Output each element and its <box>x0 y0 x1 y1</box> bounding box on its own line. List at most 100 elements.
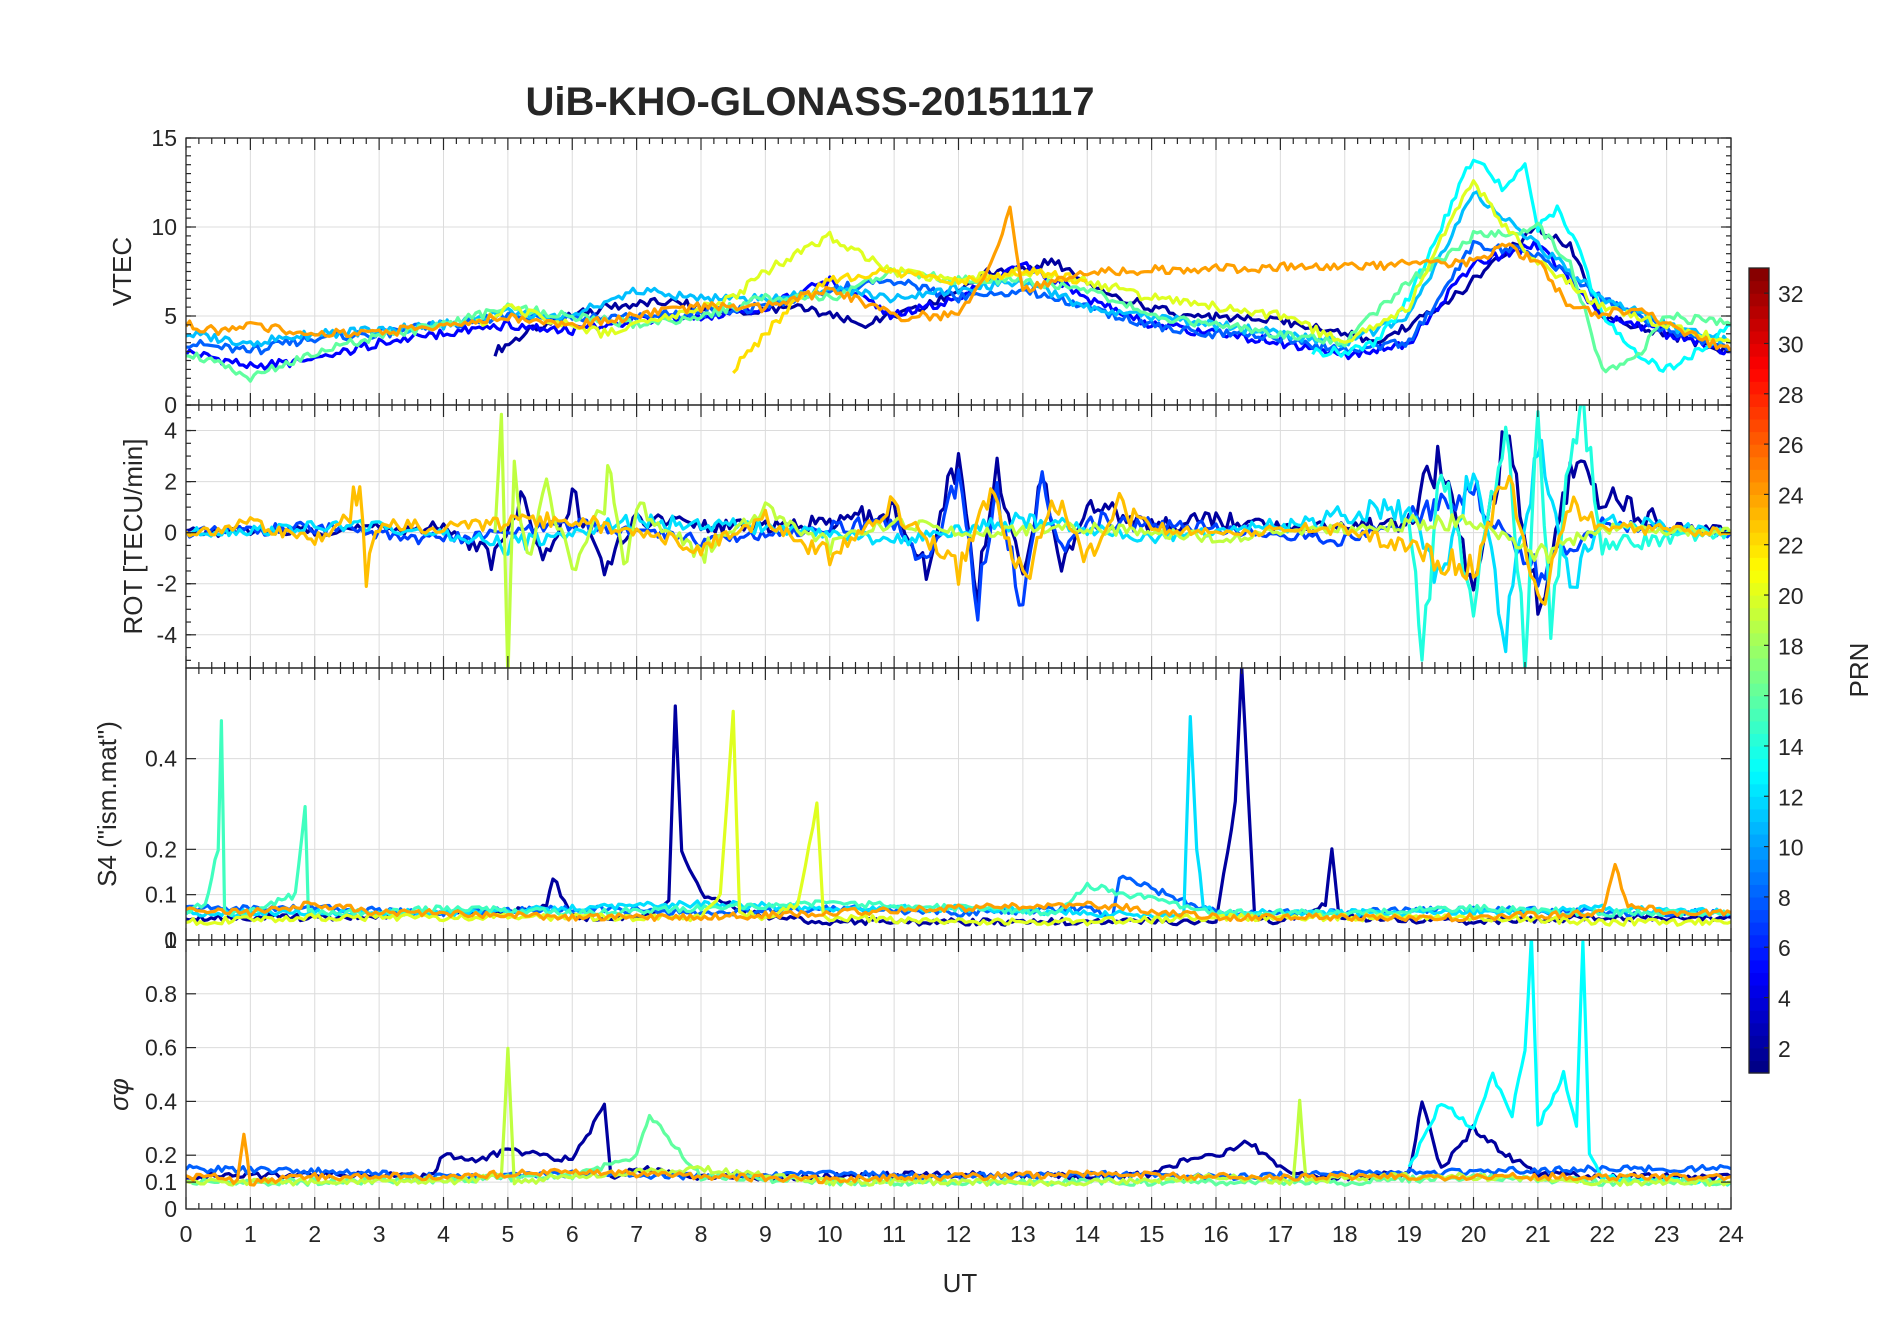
x-tick-label: 5 <box>501 1221 514 1247</box>
y-tick-label: 0.4 <box>145 746 177 772</box>
x-tick-label: 7 <box>630 1221 643 1247</box>
series-group <box>186 405 1731 668</box>
series-line-prn-11 <box>186 190 1731 348</box>
colorbar-segment <box>1749 557 1769 571</box>
colorbar-segment <box>1749 771 1769 785</box>
colorbar-segment <box>1749 418 1769 433</box>
y-tick-label: 1 <box>164 927 177 953</box>
colorbar-tick-label: 4 <box>1778 986 1791 1012</box>
x-tick-label: 11 <box>882 1221 906 1247</box>
colorbar-segment <box>1749 444 1769 458</box>
colorbar-tick-label: 32 <box>1778 281 1804 307</box>
y-tick-label: 4 <box>164 418 177 444</box>
series-line-prn-16 <box>186 221 1731 383</box>
colorbar-segment <box>1749 1060 1769 1074</box>
x-tick-label: 18 <box>1332 1221 1358 1247</box>
colorbar-segment <box>1749 758 1769 772</box>
chart-title: UiB-KHO-GLONASS-20151117 <box>525 80 1094 124</box>
colorbar-tick-label: 6 <box>1778 935 1791 961</box>
colorbar-segment <box>1749 745 1769 760</box>
y-tick-label: 15 <box>151 125 177 151</box>
y-tick-label: 10 <box>151 214 177 240</box>
y-tick-label: 0 <box>164 1196 177 1222</box>
colorbar-tick-label: 26 <box>1778 432 1804 458</box>
colorbar-segment <box>1749 821 1769 835</box>
x-tick-label: 21 <box>1525 1221 1551 1247</box>
colorbar-segment <box>1749 947 1769 961</box>
colorbar-segment <box>1749 896 1769 911</box>
colorbar-segment <box>1749 783 1769 797</box>
colorbar-segment <box>1749 582 1769 596</box>
colorbar-segment <box>1749 368 1769 382</box>
x-tick-label: 2 <box>308 1221 321 1247</box>
colorbar-segment <box>1749 280 1769 294</box>
y-tick-label: 0.2 <box>145 836 177 862</box>
x-tick-label: 0 <box>180 1221 193 1247</box>
series-line-prn-24 <box>186 1132 1731 1187</box>
y-tick-label: 0.1 <box>145 1169 177 1195</box>
colorbar-segment <box>1749 456 1769 470</box>
panel-1: 0 5 10 15 VTEC <box>107 125 1732 418</box>
y-axis-label: S4 ("ism.mat") <box>92 721 122 887</box>
colorbar-segment <box>1749 519 1769 533</box>
x-tick-label: 22 <box>1589 1221 1615 1247</box>
series-line-prn-19 <box>186 1046 1731 1187</box>
colorbar-segment <box>1749 1035 1769 1049</box>
colorbar-segment <box>1749 469 1769 483</box>
x-tick-label: 24 <box>1718 1221 1744 1247</box>
colorbar-segment <box>1749 884 1769 898</box>
colorbar-tick-label: 10 <box>1778 835 1804 861</box>
colorbar-frame <box>1748 267 1770 1074</box>
series-line-prn-24 <box>186 862 1731 923</box>
colorbar-segment <box>1749 959 1769 973</box>
x-tick-label: 3 <box>373 1221 386 1247</box>
panel-2: -4 -2 0 2 4 ROT [TECU/min] <box>118 404 1732 669</box>
colorbar-segment <box>1749 720 1769 734</box>
colorbar-segment <box>1749 657 1769 672</box>
series-line-prn-13 <box>1407 940 1731 1187</box>
colorbar-segment <box>1749 607 1769 621</box>
colorbar-segment <box>1749 381 1769 395</box>
series-line-prn-2 <box>493 222 1731 357</box>
x-tick-label: 13 <box>1010 1221 1036 1247</box>
y-tick-label: -2 <box>157 571 177 597</box>
colorbar-segment <box>1749 733 1769 747</box>
x-tick-label: 15 <box>1139 1221 1165 1247</box>
colorbar-segment <box>1749 481 1769 496</box>
colorbar-tick-label: 24 <box>1778 482 1804 508</box>
colorbar-segment <box>1749 393 1769 407</box>
x-tick-label: 8 <box>695 1221 708 1247</box>
x-tick-label: 17 <box>1268 1221 1294 1247</box>
x-tick-label: 4 <box>437 1221 450 1247</box>
colorbar-segment <box>1749 293 1769 307</box>
x-tick-label: 16 <box>1203 1221 1229 1247</box>
series-line-prn-12 <box>186 438 1731 654</box>
x-tick-label: 23 <box>1654 1221 1680 1247</box>
colorbar-segment <box>1749 984 1769 999</box>
colorbar-segment <box>1749 544 1769 558</box>
colorbar-segment <box>1749 1022 1769 1036</box>
colorbar-tick-label: 30 <box>1778 331 1804 357</box>
series-line-prn-22 <box>732 266 1088 375</box>
colorbar-tick-label: 18 <box>1778 633 1804 659</box>
colorbar-tick-label: 16 <box>1778 684 1804 710</box>
colorbar-segment <box>1749 620 1769 634</box>
colorbar-segment <box>1749 431 1769 445</box>
colorbar-segment <box>1749 834 1769 848</box>
x-tick-label: 20 <box>1461 1221 1487 1247</box>
panel-3: 0 0.1 0.2 0.4 S4 ("ism.mat") <box>92 667 1732 953</box>
colorbar-segment <box>1749 708 1769 722</box>
colorbar-segment <box>1749 506 1769 521</box>
series-line-prn-23 <box>186 474 1731 606</box>
y-axis-label: ROT [TECU/min] <box>118 439 148 635</box>
y-tick-label: 2 <box>164 469 177 495</box>
colorbar-label: PRN <box>1844 643 1874 698</box>
colorbar-segment <box>1749 1010 1769 1024</box>
colorbar-segment <box>1749 595 1769 609</box>
colorbar-segment <box>1749 645 1769 659</box>
colorbar-segment <box>1749 871 1769 885</box>
colorbar-tick-label: 20 <box>1778 583 1804 609</box>
